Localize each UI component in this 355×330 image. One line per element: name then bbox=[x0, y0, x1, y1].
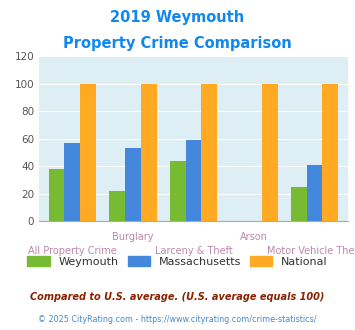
Bar bbox=[201, 83, 217, 221]
Bar bbox=[49, 169, 65, 221]
Text: Compared to U.S. average. (U.S. average equals 100): Compared to U.S. average. (U.S. average … bbox=[30, 292, 325, 302]
Text: All Property Crime: All Property Crime bbox=[28, 246, 117, 256]
Bar bbox=[307, 165, 322, 221]
Bar bbox=[170, 161, 186, 221]
Legend: Weymouth, Massachusetts, National: Weymouth, Massachusetts, National bbox=[27, 256, 328, 267]
Text: 2019 Weymouth: 2019 Weymouth bbox=[110, 10, 245, 25]
Text: Larceny & Theft: Larceny & Theft bbox=[154, 246, 233, 256]
Text: Property Crime Comparison: Property Crime Comparison bbox=[63, 36, 292, 51]
Bar bbox=[65, 143, 80, 221]
Bar bbox=[80, 83, 96, 221]
Bar bbox=[291, 187, 307, 221]
Text: © 2025 CityRating.com - https://www.cityrating.com/crime-statistics/: © 2025 CityRating.com - https://www.city… bbox=[38, 315, 317, 324]
Bar bbox=[262, 83, 278, 221]
Bar bbox=[322, 83, 338, 221]
Text: Arson: Arson bbox=[240, 232, 268, 242]
Bar bbox=[186, 140, 201, 221]
Bar bbox=[141, 83, 157, 221]
Bar bbox=[109, 191, 125, 221]
Bar bbox=[125, 148, 141, 221]
Text: Burglary: Burglary bbox=[112, 232, 154, 242]
Text: Motor Vehicle Theft: Motor Vehicle Theft bbox=[267, 246, 355, 256]
